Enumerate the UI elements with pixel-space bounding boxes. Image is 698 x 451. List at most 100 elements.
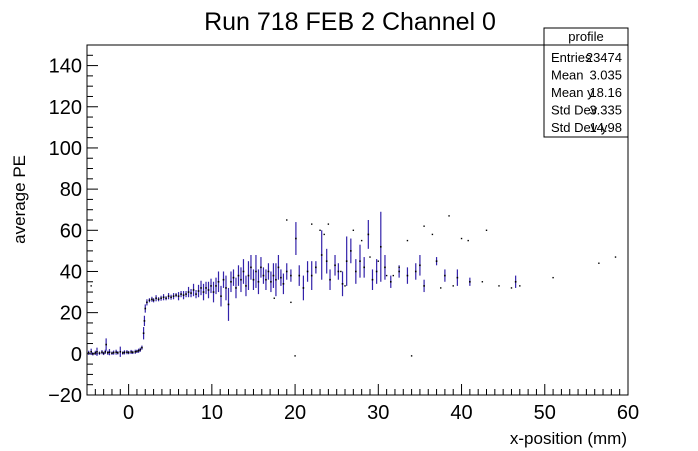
outlier-point bbox=[614, 256, 617, 258]
point-marker bbox=[105, 343, 107, 346]
data-point bbox=[306, 261, 309, 282]
data-point bbox=[280, 269, 282, 286]
data-point bbox=[320, 230, 323, 280]
y-tick-label: 140 bbox=[49, 56, 82, 78]
point-marker bbox=[205, 287, 207, 289]
outlier-point bbox=[286, 219, 288, 221]
outlier-point bbox=[392, 274, 394, 277]
point-marker bbox=[298, 274, 301, 277]
data-point bbox=[115, 349, 117, 355]
point-marker bbox=[272, 274, 275, 277]
point-marker bbox=[237, 274, 240, 277]
point-marker bbox=[355, 270, 357, 273]
data-point bbox=[143, 315, 146, 327]
point-marker bbox=[371, 278, 374, 281]
data-point bbox=[102, 351, 105, 356]
data-point bbox=[217, 271, 220, 293]
point-marker bbox=[384, 266, 386, 269]
point-marker bbox=[310, 274, 313, 277]
point-marker bbox=[152, 299, 155, 302]
data-point bbox=[104, 349, 107, 354]
point-marker bbox=[175, 294, 177, 296]
data-point bbox=[414, 263, 417, 280]
data-point bbox=[160, 295, 162, 301]
outlier-point bbox=[90, 285, 92, 287]
stats-value: 3.335 bbox=[589, 103, 622, 118]
point-marker bbox=[250, 266, 252, 269]
point-marker bbox=[177, 295, 180, 297]
point-marker bbox=[131, 351, 134, 354]
point-marker bbox=[142, 332, 145, 335]
x-tick-label: 40 bbox=[450, 402, 472, 424]
data-point bbox=[212, 281, 215, 303]
point-marker bbox=[389, 280, 392, 283]
data-point bbox=[205, 281, 207, 295]
point-marker bbox=[280, 276, 282, 279]
point-marker bbox=[295, 237, 297, 240]
data-point bbox=[215, 277, 217, 295]
outlier-point bbox=[377, 260, 380, 262]
stats-label: Std Dev y bbox=[551, 120, 608, 135]
data-point bbox=[87, 350, 90, 355]
data-point bbox=[130, 349, 132, 355]
point-marker bbox=[435, 260, 438, 262]
point-marker bbox=[162, 296, 165, 299]
point-marker bbox=[116, 351, 119, 354]
point-marker bbox=[90, 350, 92, 353]
point-marker bbox=[325, 260, 328, 262]
data-point bbox=[310, 261, 313, 290]
data-point bbox=[116, 351, 119, 355]
point-marker bbox=[270, 280, 272, 283]
point-marker bbox=[141, 346, 143, 349]
data-point bbox=[282, 273, 285, 295]
data-point bbox=[302, 275, 305, 301]
point-marker bbox=[146, 301, 148, 304]
data-point bbox=[230, 271, 232, 293]
point-marker bbox=[102, 352, 105, 355]
data-point bbox=[315, 261, 317, 274]
data-point bbox=[262, 267, 265, 284]
point-marker bbox=[108, 351, 111, 353]
point-marker bbox=[165, 297, 167, 300]
point-marker bbox=[197, 290, 200, 292]
data-point bbox=[210, 278, 212, 294]
point-marker bbox=[107, 351, 109, 354]
data-point bbox=[90, 348, 92, 355]
point-marker bbox=[363, 266, 365, 269]
data-point bbox=[96, 347, 98, 356]
data-point bbox=[389, 275, 392, 288]
data-point bbox=[329, 269, 331, 290]
point-marker bbox=[190, 292, 192, 294]
outlier-point bbox=[369, 256, 371, 258]
data-point bbox=[185, 291, 187, 298]
point-marker bbox=[160, 297, 162, 300]
point-marker bbox=[151, 298, 153, 301]
y-tick-label: 120 bbox=[49, 97, 82, 119]
point-marker bbox=[187, 291, 190, 293]
y-axis-label: average PE bbox=[10, 155, 29, 244]
point-marker bbox=[277, 266, 280, 269]
data-point bbox=[367, 220, 370, 249]
data-point bbox=[252, 269, 255, 290]
data-point bbox=[384, 255, 386, 280]
point-marker bbox=[210, 285, 212, 287]
data-point bbox=[157, 297, 160, 302]
data-point bbox=[177, 292, 180, 301]
x-tick-label: 30 bbox=[367, 402, 389, 424]
point-marker bbox=[96, 350, 98, 353]
outlier-point bbox=[294, 355, 296, 357]
data-point bbox=[337, 263, 340, 280]
point-marker bbox=[398, 270, 400, 273]
point-marker bbox=[232, 276, 235, 279]
data-point bbox=[207, 281, 210, 299]
data-point bbox=[139, 347, 142, 352]
point-marker bbox=[262, 274, 265, 277]
point-marker bbox=[375, 270, 378, 273]
stats-label: Mean bbox=[551, 68, 584, 83]
point-marker bbox=[222, 278, 225, 281]
data-point bbox=[245, 275, 247, 297]
data-point bbox=[107, 350, 109, 355]
stats-label: Mean y bbox=[551, 85, 594, 100]
outlier-point bbox=[406, 239, 409, 242]
